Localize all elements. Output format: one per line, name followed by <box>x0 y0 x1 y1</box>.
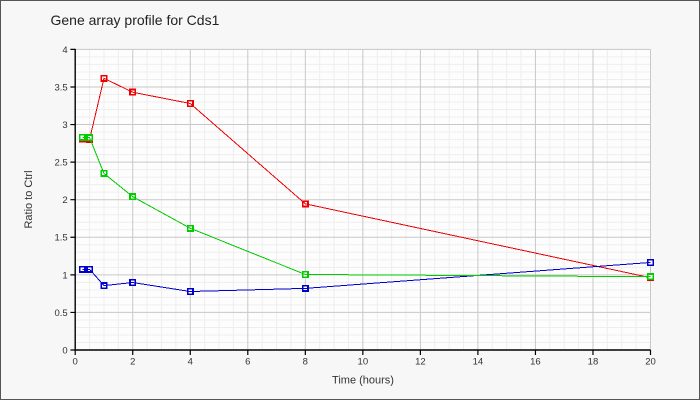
svg-text:Gene array profile for Cds1: Gene array profile for Cds1 <box>51 12 220 28</box>
svg-text:8: 8 <box>303 357 308 368</box>
svg-text:0: 0 <box>73 357 78 368</box>
svg-text:16: 16 <box>530 357 541 368</box>
svg-text:12: 12 <box>415 357 426 368</box>
svg-text:3.5: 3.5 <box>54 82 67 93</box>
svg-text:18: 18 <box>588 357 599 368</box>
svg-text:2.5: 2.5 <box>54 158 67 169</box>
svg-text:1: 1 <box>62 270 67 281</box>
svg-text:0: 0 <box>62 345 67 356</box>
svg-text:2: 2 <box>62 195 67 206</box>
svg-text:Time (hours): Time (hours) <box>332 375 394 387</box>
svg-text:3: 3 <box>62 120 67 131</box>
svg-text:20: 20 <box>645 357 656 368</box>
svg-text:10: 10 <box>358 357 369 368</box>
svg-text:14: 14 <box>473 357 484 368</box>
svg-text:4: 4 <box>188 357 193 368</box>
svg-text:1.5: 1.5 <box>54 233 67 244</box>
svg-text:6: 6 <box>245 357 250 368</box>
svg-text:4: 4 <box>62 45 67 56</box>
svg-text:Ratio to Ctrl: Ratio to Ctrl <box>23 170 35 228</box>
svg-text:0.5: 0.5 <box>54 308 67 319</box>
svg-text:2: 2 <box>130 357 135 368</box>
